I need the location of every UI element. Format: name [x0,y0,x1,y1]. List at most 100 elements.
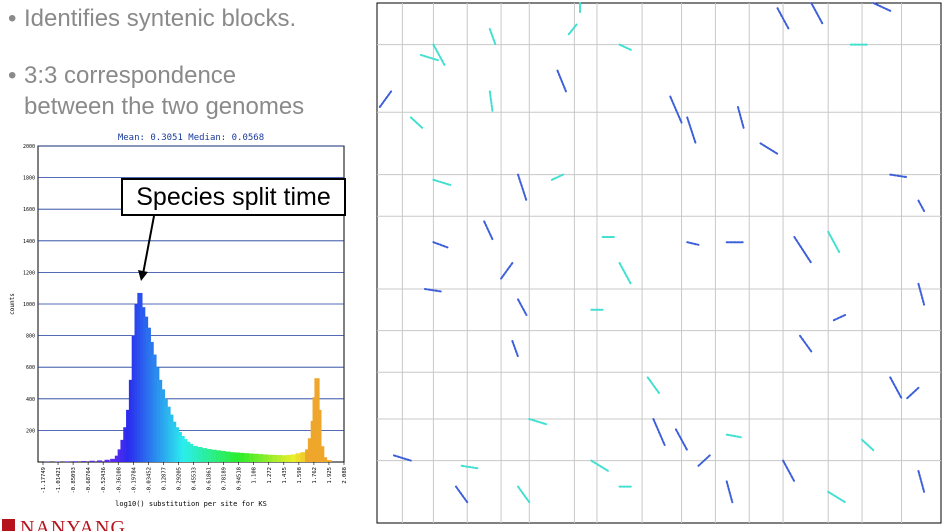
x-tick-label: 1.272 [267,467,273,484]
histogram-bar [211,449,217,462]
histogram-bar [97,460,103,462]
histogram-bar [131,335,137,462]
synteny-segment [392,454,412,462]
x-tick-label: -1.01421 [56,467,62,494]
synteny-segment [488,90,494,114]
histogram-bar [267,454,273,462]
histogram-bar [300,452,306,462]
x-tick-label: 1.598 [297,467,303,484]
x-tick-label: 0.78189 [222,467,228,490]
logo-text: NANYANG [20,517,126,531]
histogram-bar [137,292,143,462]
synteny-segment [423,288,443,293]
y-tick-label: 1800 [23,176,35,182]
bullet-text: Identifies syntenic blocks. [24,5,297,32]
histogram-bar [145,327,151,462]
synteny-segment [725,480,734,504]
synteny-segment [517,485,531,504]
synteny-segment [782,459,796,483]
x-tick-label: -1.17749 [41,467,47,494]
histogram-bar [286,454,292,462]
crest-icon [2,519,15,531]
histogram-bar [290,454,297,462]
synteny-segment [528,418,548,426]
histogram-bar [225,451,231,462]
histogram-bar [248,453,255,462]
dotplot-frame [376,2,942,524]
synteny-segment [810,2,824,25]
synteny-segment [550,173,565,181]
synteny-segment [646,376,660,394]
synteny-segment [725,433,742,439]
synteny-segment [517,173,528,202]
synteny-segment [488,28,497,46]
x-tick-label: 0.45533 [192,467,198,490]
synteny-segment [827,490,847,504]
synteny-segment [517,298,528,316]
synteny-segment [674,428,689,452]
y-tick-label: 2000 [23,144,35,150]
histogram-bar [305,449,311,462]
synteny-segment [500,262,514,280]
histogram-bar [262,454,269,462]
synteny-segment [419,54,439,62]
y-tick-label: 1200 [23,270,35,276]
histogram-bar [148,341,154,462]
synteny-segment [686,116,697,145]
histogram-bar [140,307,146,462]
bullet-dot: • [8,62,17,89]
synteny-segment [917,199,926,212]
histogram-bar [234,452,240,462]
x-tick-label: 2.088 [342,467,348,484]
histogram-bar [326,460,332,462]
histogram-bar [89,460,95,462]
x-tick-label: 1.762 [312,467,318,484]
histogram-bar [142,316,149,462]
histogram-bar [187,443,194,462]
histogram-bar [316,409,322,462]
histogram-bar [159,389,165,462]
histogram-bar [165,406,171,462]
synteny-segment [409,116,424,129]
x-tick-label: 1.435 [282,467,288,484]
species-split-callout: Species split time [121,178,346,216]
callout-arrow [138,215,155,281]
x-axis-label: log10() substitution per site for KS [115,500,267,508]
x-tick-label: 0.12877 [161,467,167,490]
synteny-segment [759,142,779,155]
histogram-bar [230,452,236,462]
synteny-segment [697,454,711,467]
histogram-bar [185,441,191,462]
x-tick-label: 0.29205 [176,467,182,490]
synteny-segment [432,43,446,67]
histogram-bar [201,448,208,462]
synteny-segment [590,459,610,472]
y-tick-label: 600 [26,365,35,371]
bullet-text: 3:3 correspondence between the two genom… [24,62,305,120]
histogram-bar [239,452,245,462]
synteny-segment [618,43,632,51]
histogram-bar [276,455,283,462]
histogram-bar [319,446,325,462]
synteny-segment [669,95,683,124]
x-tick-label: 0.61861 [207,467,213,490]
x-tick-label: -0.85093 [71,467,77,494]
synteny-segment [793,236,813,264]
histogram-bar [168,414,174,462]
histogram-bar [307,438,314,462]
histogram-bar [253,453,259,462]
y-axis-label: counts [9,293,16,315]
x-tick-label: -0.68764 [86,466,92,493]
synteny-segment [776,7,790,30]
y-tick-label: 1000 [23,302,35,308]
y-tick-label: 200 [26,428,35,434]
histogram-bar [154,367,160,462]
synteny-segment [832,314,847,322]
histogram-bar [117,449,123,462]
histogram-bar [81,461,87,462]
synteny-segment [483,220,494,241]
histogram-bar [156,379,163,462]
y-tick-label: 400 [26,397,35,403]
histogram-bar [258,454,264,462]
y-tick-label: 800 [26,334,35,340]
